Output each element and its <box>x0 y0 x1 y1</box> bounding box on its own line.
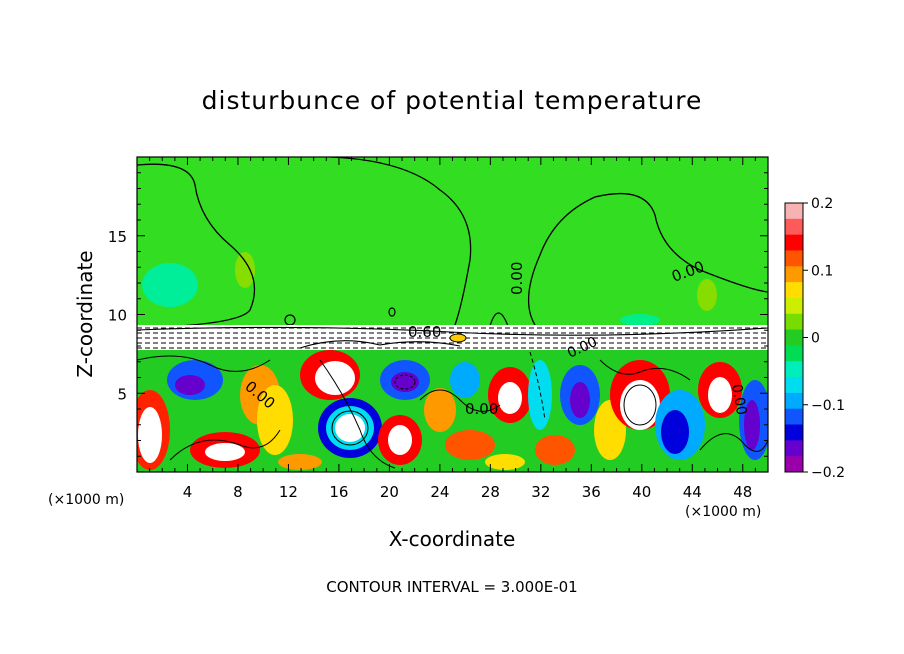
colorbar-swatch <box>785 456 803 473</box>
contour-line <box>137 163 256 329</box>
colorbar-swatch <box>785 266 803 283</box>
x-tick-label: 8 <box>233 483 243 501</box>
contour-label: 0.00 <box>508 262 526 295</box>
yellowgreen-patch <box>697 279 717 311</box>
upper-layer-field <box>137 157 768 330</box>
x-tick-label: 28 <box>481 483 500 501</box>
colorbar-labels: 0.2 0.1 0 −0.1 −0.2 <box>803 196 845 481</box>
colorbar-swatch <box>785 361 803 378</box>
plot-area <box>137 157 768 472</box>
lower-contours <box>137 351 768 469</box>
contour-label: 0.00 <box>465 400 498 418</box>
z-tick-label: 5 <box>117 385 127 403</box>
x-unit-right: (×1000 m) <box>685 504 761 520</box>
x-unit-left: (×1000 m) <box>48 492 124 508</box>
x-tick-label: 16 <box>329 483 348 501</box>
contour-line <box>329 157 472 326</box>
colorbar-swatch <box>785 345 803 362</box>
colorbar-swatch <box>785 392 803 410</box>
cyan-patch <box>142 263 198 307</box>
x-tick-label: 40 <box>632 483 651 501</box>
colorbar-tick-label: −0.2 <box>811 465 845 481</box>
x-tick-label: 24 <box>430 483 449 501</box>
colorbar-swatch <box>785 282 803 299</box>
colorbar-swatch <box>785 408 803 426</box>
axis-ticks <box>137 157 768 472</box>
colorbar-swatch <box>785 329 803 346</box>
x-tick-label: 4 <box>183 483 193 501</box>
interface-patch <box>449 333 467 343</box>
contour-line <box>388 307 396 317</box>
colorbar-tick-label: −0.1 <box>811 398 845 414</box>
x-tick-label: 20 <box>380 483 399 501</box>
colorbar-tick-label: 0.1 <box>811 263 833 279</box>
x-tick-label: 32 <box>531 483 550 501</box>
colorbar-tick-label: 0.2 <box>811 196 833 212</box>
colorbar-swatch <box>785 234 803 251</box>
colorbar-swatch <box>785 377 803 394</box>
contour-interval-note: CONTOUR INTERVAL = 3.000E-01 <box>326 578 577 596</box>
x-tick-label: 12 <box>279 483 298 501</box>
z-tick-label: 10 <box>108 307 127 325</box>
colorbar-swatch <box>785 203 803 220</box>
colorbar-swatch <box>785 218 803 236</box>
colorbar-swatch <box>785 424 803 441</box>
colorbar-swatch <box>785 313 803 331</box>
x-tick-label: 48 <box>733 483 752 501</box>
contour-label: 0.00 <box>728 383 749 416</box>
x-tick-label: 36 <box>582 483 601 501</box>
contour-line <box>489 312 509 327</box>
contour-line <box>527 193 768 326</box>
z-tick-label: 15 <box>108 228 127 246</box>
colorbar-swatch <box>785 440 803 457</box>
colorbar <box>785 203 803 473</box>
colorbar-swatch <box>785 297 803 315</box>
x-tick-label: 44 <box>683 483 702 501</box>
colorbar-swatch <box>785 250 803 267</box>
chart-title: disturbunce of potential temperature <box>201 86 703 115</box>
yellowgreen-patch <box>235 252 255 288</box>
turbulent-eddies <box>137 350 768 470</box>
contour-line <box>299 340 461 349</box>
colorbar-tick-label: 0 <box>811 331 820 347</box>
y-axis-label: Z-coordinate <box>73 250 97 377</box>
contour-label: 0.60 <box>408 323 441 341</box>
x-tick-labels: 4 8 12 16 20 24 28 32 36 40 44 48 <box>183 483 753 501</box>
z-tick-labels: 5 10 15 <box>108 228 127 404</box>
cyan-patch <box>620 314 660 326</box>
x-axis-label: X-coordinate <box>389 527 516 551</box>
contour-line <box>137 326 768 336</box>
